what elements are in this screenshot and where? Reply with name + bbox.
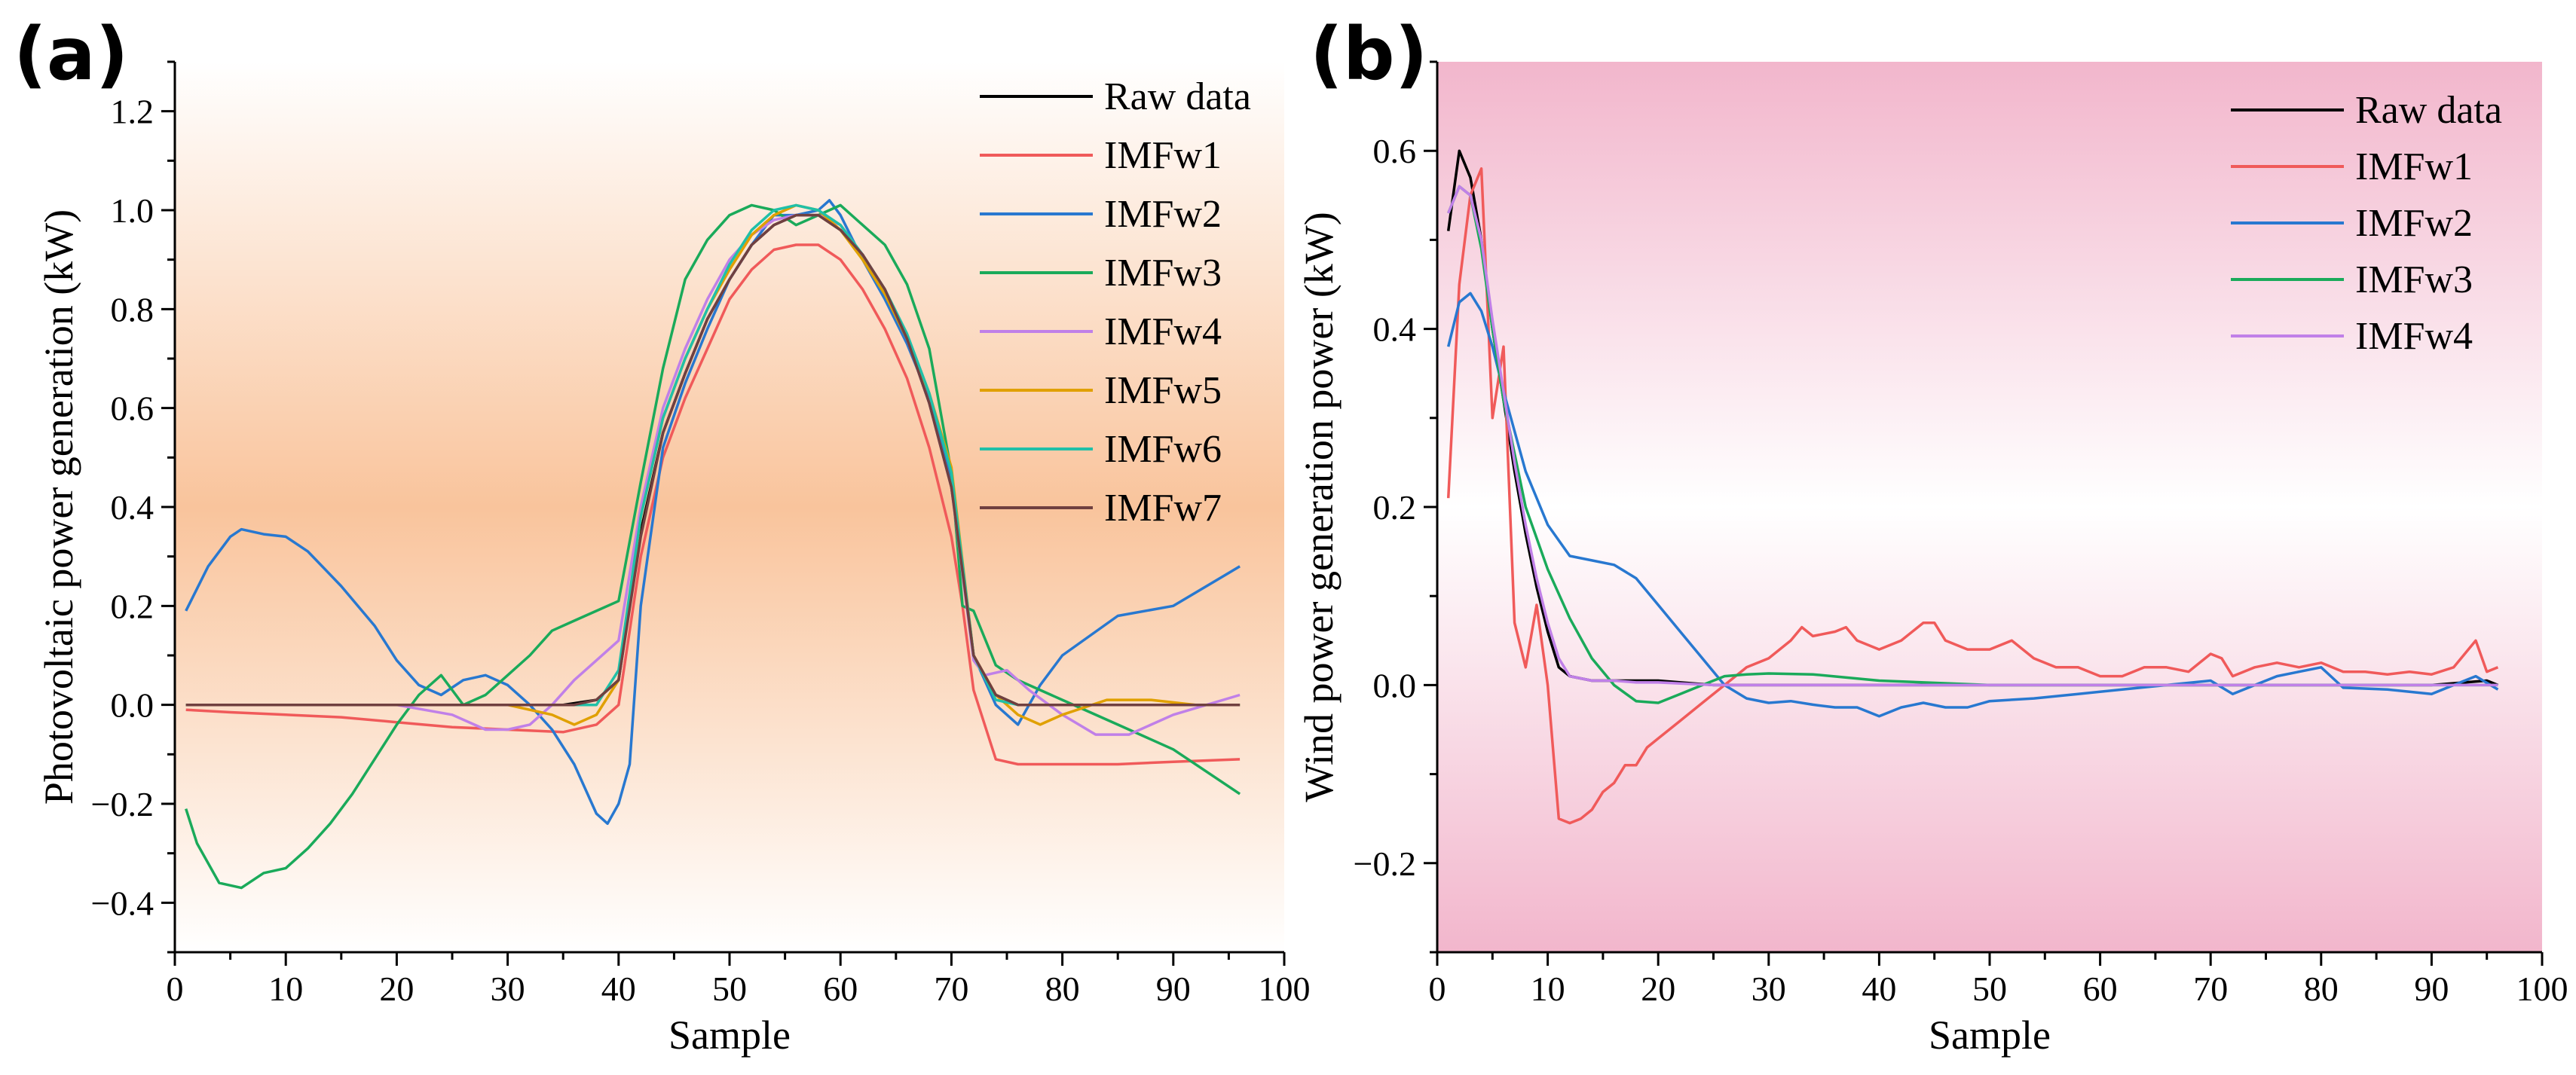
y-tick-label: −0.4 xyxy=(91,884,154,922)
series-line-b-2 xyxy=(1447,292,2499,718)
x-tick-label: 90 xyxy=(2414,970,2449,1008)
legend-a: Raw data IMFw1 IMFw2 IMFw3 IMFw4 IMFw5 IMFw6 IM… xyxy=(980,75,1251,530)
x-tick-label: 60 xyxy=(2083,970,2118,1008)
y-ticks-a: −0.4 −0.2 0.0 0.2 0.4 0.6 0.8 1.0 1.2 xyxy=(91,60,175,954)
series-group-b xyxy=(1446,149,2499,825)
y-tick-label: 0.6 xyxy=(1373,132,1417,170)
x-tick-label: 30 xyxy=(491,970,525,1008)
chart-panel-a: 0 10 20 30 40 50 60 70 80 90 100 −0.4 −0.2 0.0 0.2 0.4… xyxy=(14,12,1311,1058)
x-tick-label: 40 xyxy=(601,970,636,1008)
x-tick-label: 0 xyxy=(167,970,184,1008)
chart-panel-b: 0 10 20 30 40 50 60 70 80 90 100 −0.20.00.20.40.6 … xyxy=(1296,12,2568,1058)
panel-label-b: (b) xyxy=(1310,12,1427,96)
plot-background-a xyxy=(175,62,1284,952)
y-tick-label: 1.0 xyxy=(111,191,154,230)
plot-background-b xyxy=(1437,62,2542,952)
y-tick-label: −0.2 xyxy=(91,785,154,823)
y-tick-label: 0.2 xyxy=(1373,488,1417,527)
x-tick-label: 80 xyxy=(1045,970,1080,1008)
legend-label: IMFw5 xyxy=(1104,369,1222,412)
y-tick-label: 0.6 xyxy=(111,389,154,428)
panel-label-a: (a) xyxy=(14,12,129,96)
series-group-a xyxy=(185,199,1241,890)
series-line-a-7 xyxy=(185,213,1241,707)
x-tick-label: 70 xyxy=(2193,970,2228,1008)
series-line-a-4 xyxy=(185,213,1241,736)
legend-label: Raw data xyxy=(2355,89,2502,132)
y-tick-label: −0.2 xyxy=(1354,844,1416,883)
legend-label: IMFw2 xyxy=(1104,193,1222,236)
y-tick-label: 1.2 xyxy=(111,93,154,131)
x-tick-label: 50 xyxy=(1972,970,2007,1008)
series-line-a-6 xyxy=(185,203,1241,707)
legend-b: Raw data IMFw1 IMFw2 IMFw3 IMFw4 xyxy=(2231,89,2502,358)
x-ticks-b: 0 10 20 30 40 50 60 70 80 90 100 xyxy=(1429,952,2568,1008)
x-tick-label: 10 xyxy=(1531,970,1565,1008)
y-tick-label: 0.4 xyxy=(1373,310,1417,349)
y-tick-label: 0.0 xyxy=(1373,666,1417,704)
legend-label: Raw data xyxy=(1104,75,1251,118)
x-tick-label: 50 xyxy=(712,970,747,1008)
legend-label: IMFw6 xyxy=(1104,428,1222,471)
y-tick-label: 0.0 xyxy=(111,686,154,725)
legend-label: IMFw2 xyxy=(2355,202,2473,245)
series-line-b-1 xyxy=(1446,167,2499,825)
legend-label: IMFw1 xyxy=(1104,134,1222,177)
legend-label: IMFw7 xyxy=(1104,487,1222,530)
x-tick-label: 40 xyxy=(1862,970,1896,1008)
x-tick-label: 90 xyxy=(1156,970,1191,1008)
legend-label: IMFw4 xyxy=(2355,315,2473,358)
x-tick-label: 10 xyxy=(268,970,303,1008)
legend-label: IMFw4 xyxy=(1104,310,1222,353)
x-tick-label: 80 xyxy=(2304,970,2339,1008)
x-ticks-a: 0 10 20 30 40 50 60 70 80 90 100 xyxy=(167,952,1311,1008)
y-axis-label-b: Wind power generation power (kW) xyxy=(1296,212,1342,802)
x-tick-label: 70 xyxy=(934,970,968,1008)
x-tick-label: 60 xyxy=(823,970,858,1008)
series-line-b-4 xyxy=(1447,185,2498,687)
y-axis-label-a: Photovoltaic power generation (kW) xyxy=(36,209,81,805)
y-tick-label: 0.2 xyxy=(111,587,154,625)
y-tick-label: 0.8 xyxy=(111,290,154,328)
x-tick-label: 20 xyxy=(1641,970,1675,1008)
legend-label: IMFw3 xyxy=(2355,258,2473,301)
x-axis-label-b: Sample xyxy=(1929,1012,2051,1058)
x-tick-label: 100 xyxy=(2516,970,2568,1008)
x-tick-label: 20 xyxy=(379,970,414,1008)
y-tick-label: 0.4 xyxy=(111,488,154,527)
legend-label: IMFw1 xyxy=(2355,145,2473,188)
legend-label: IMFw3 xyxy=(1104,252,1222,295)
x-tick-label: 100 xyxy=(1259,970,1311,1008)
x-tick-label: 0 xyxy=(1429,970,1446,1008)
x-axis-label-a: Sample xyxy=(668,1012,791,1058)
y-ticks-b: −0.2 0.0 0.2 0.4 0.6 xyxy=(1354,60,1437,954)
series-line-a-1 xyxy=(185,243,1241,766)
x-tick-label: 30 xyxy=(1751,970,1786,1008)
